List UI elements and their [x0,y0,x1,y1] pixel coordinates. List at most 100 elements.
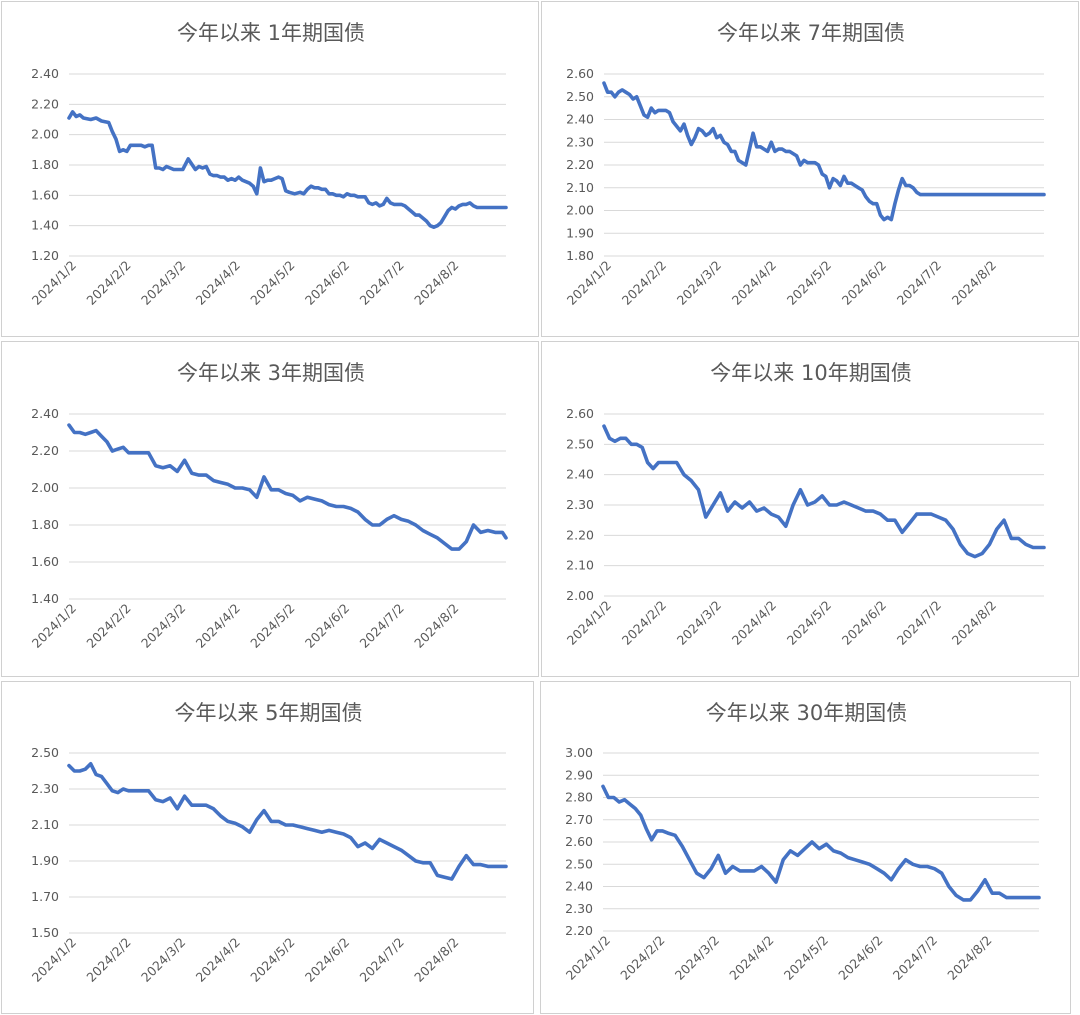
y-tick-label: 2.40 [31,406,59,421]
y-tick-label: 2.20 [31,443,59,458]
x-tick-label: 2024/4/2 [726,933,776,983]
y-tick-label: 2.90 [565,767,593,782]
x-tick-label: 2024/7/2 [357,935,407,985]
y-tick-label: 3.00 [565,745,593,760]
x-tick-label: 2024/2/2 [83,601,133,651]
chart-title: 今年以来 1年期国债 [177,21,365,45]
x-tick-label: 2024/2/2 [617,933,667,983]
series-line [602,81,1046,222]
x-tick-label: 2024/1/2 [29,935,79,985]
y-tick-label: 1.70 [31,889,59,904]
x-tick-label: 2024/8/2 [411,935,461,985]
x-tick-label: 2024/5/2 [247,258,297,308]
y-tick-label: 2.10 [566,180,594,195]
y-tick-label: 2.50 [566,89,594,104]
y-tick-label: 2.30 [565,901,593,916]
x-tick-label: 2024/3/2 [138,935,188,985]
x-tick-label: 2024/6/2 [835,933,885,983]
y-tick-label: 2.40 [565,879,593,894]
x-tick-label: 2024/1/2 [29,601,79,651]
x-tick-label: 2024/4/2 [729,258,779,308]
y-tick-label: 1.80 [566,248,594,263]
chart-title: 今年以来 30年期国债 [706,701,907,725]
chart-title: 今年以来 10年期国债 [710,361,911,385]
y-tick-label: 2.60 [565,834,593,849]
chart-panel-10y: 今年以来 10年期国债 2.60 2.50 2.40 2.30 2.20 2.10 2.00 2… [541,341,1079,677]
y-tick-label: 1.90 [566,225,594,240]
x-tick-label: 2024/5/2 [247,601,297,651]
y-tick-label: 1.20 [31,248,59,263]
x-tick-label: 2024/2/2 [619,598,669,648]
x-tick-label: 2024/7/2 [894,598,944,648]
chart-1y-svg: 今年以来 1年期国债2.402.202.001.801.601.401.2020… [29,21,508,308]
x-tick-label: 2024/4/2 [193,601,243,651]
y-tick-label: 2.40 [566,467,594,482]
x-tick-label: 2024/2/2 [83,935,133,985]
y-tick-label: 2.70 [565,812,593,827]
y-tick-label: 2.30 [566,134,594,149]
chart-30y-svg: 今年以来 30年期国债 3.00 2.90 2.80 2.70 2.60 2.50 2.40 2… [563,701,1041,983]
x-tick-label: 2024/8/2 [411,601,461,651]
x-tick-label: 2024/3/2 [138,601,188,651]
y-tick-label: 2.20 [565,923,593,938]
x-tick-label: 2024/7/2 [894,258,944,308]
chart-panel-1y: 今年以来 1年期国债 2.40 2.20 2.00 1.80 1.60 1.40 1.20 20… [1,1,539,337]
x-tick-label: 2024/4/2 [193,258,243,308]
x-tick-label: 2024/8/2 [944,933,994,983]
chart-title: 今年以来 5年期国债 [174,701,362,725]
x-tick-label: 2024/1/2 [563,933,613,983]
chart-panel-5y: 今年以来 5年期国债 2.50 2.30 2.10 1.90 1.70 1.50 2024/1… [1,681,534,1014]
x-tick-label: 2024/1/2 [564,598,614,648]
x-tick-label: 2024/7/2 [890,933,940,983]
x-tick-label: 2024/1/2 [564,258,614,308]
chart-3y-svg: 今年以来 3年期国债 2.40 2.20 2.00 1.80 1.60 1.402024/1… [29,361,508,651]
series-line [601,784,1041,902]
x-tick-label: 2024/8/2 [411,258,461,308]
chart-panel-30y: 今年以来 30年期国债 3.00 2.90 2.80 2.70 2.60 2.50 2.40 2… [540,681,1071,1014]
y-tick-label: 1.40 [31,591,59,606]
y-tick-label: 1.50 [31,925,59,940]
y-tick-label: 1.60 [31,187,59,202]
y-tick-label: 1.80 [31,157,59,172]
x-tick-label: 2024/3/2 [674,258,724,308]
x-tick-label: 2024/1/2 [29,258,79,308]
x-tick-label: 2024/3/2 [138,258,188,308]
x-tick-label: 2024/6/2 [839,598,889,648]
y-tick-label: 2.50 [31,745,59,760]
x-tick-label: 2024/6/2 [302,601,352,651]
x-tick-label: 2024/5/2 [781,933,831,983]
x-tick-label: 2024/8/2 [949,598,999,648]
series-line [67,110,508,229]
y-tick-label: 2.40 [566,112,594,127]
series-line [602,424,1046,559]
chart-title: 今年以来 3年期国债 [177,361,365,385]
x-tick-label: 2024/4/2 [193,935,243,985]
y-tick-label: 2.20 [566,157,594,172]
x-tick-label: 2024/6/2 [839,258,889,308]
y-tick-label: 2.60 [566,66,594,81]
y-tick-label: 2.20 [31,96,59,111]
y-tick-label: 2.50 [565,856,593,871]
x-tick-label: 2024/6/2 [302,935,352,985]
y-tick-label: 2.00 [566,588,594,603]
series-line [67,423,508,551]
y-tick-label: 1.40 [31,218,59,233]
y-tick-label: 2.00 [31,127,59,142]
x-tick-label: 2024/5/2 [784,258,834,308]
chart-title: 今年以来 7年期国债 [717,21,905,45]
y-tick-label: 2.60 [566,406,594,421]
x-tick-label: 2024/6/2 [302,258,352,308]
x-tick-label: 2024/4/2 [729,598,779,648]
y-tick-label: 2.10 [31,817,59,832]
series-line [67,762,508,881]
x-tick-label: 2024/7/2 [357,258,407,308]
y-tick-label: 2.30 [566,497,594,512]
x-tick-label: 2024/2/2 [619,258,669,308]
y-tick-label: 2.00 [31,480,59,495]
chart-panel-7y: 今年以来 7年期国债 2.60 2.50 2.40 2.30 2.20 2.10 2.00 1.… [541,1,1079,337]
y-tick-label: 2.30 [31,781,59,796]
y-tick-label: 2.40 [31,66,59,81]
chart-10y-svg: 今年以来 10年期国债2.602.502.402.302.202.102.002… [564,361,1046,648]
y-tick-label: 1.60 [31,554,59,569]
y-tick-label: 2.10 [566,558,594,573]
